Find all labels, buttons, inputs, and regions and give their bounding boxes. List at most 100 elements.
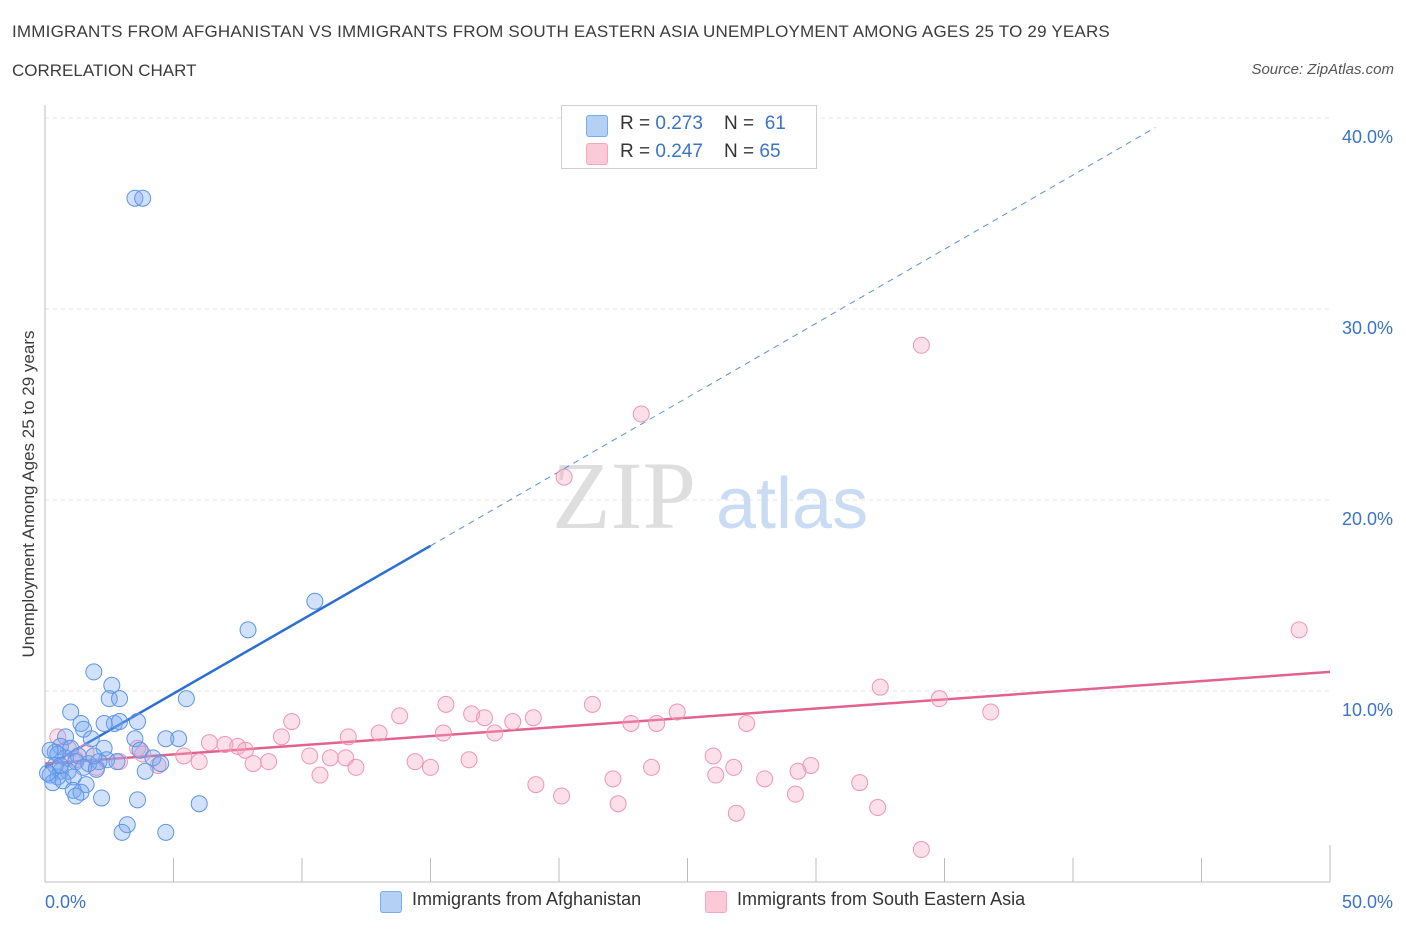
- point-afghanistan: [64, 768, 82, 786]
- bottom-legend-swatch-pink: [705, 891, 727, 913]
- point-se-asia: [609, 795, 627, 813]
- point-afghanistan: [85, 747, 103, 765]
- point-se-asia: [301, 747, 319, 765]
- source-credit: Source: ZipAtlas.com: [1251, 61, 1394, 78]
- point-afghanistan: [108, 753, 126, 771]
- point-se-asia: [622, 714, 640, 732]
- point-se-asia: [707, 766, 725, 784]
- point-se-asia: [260, 753, 278, 771]
- point-afghanistan: [152, 755, 170, 773]
- trend-line-afghanistan-dashed: [430, 127, 1156, 547]
- point-se-asia: [632, 405, 650, 423]
- watermark-atlas: atlas: [716, 464, 868, 544]
- bottom-legend-label: Immigrants from South Eastern Asia: [737, 889, 1026, 909]
- y-tick-label: 40.0%: [1342, 127, 1393, 147]
- y-tick-label: 20.0%: [1342, 509, 1393, 529]
- point-se-asia: [463, 705, 481, 723]
- point-afghanistan: [190, 795, 208, 813]
- point-se-asia: [912, 336, 930, 354]
- point-se-asia: [982, 703, 1000, 721]
- point-afghanistan: [62, 703, 80, 721]
- point-afghanistan: [157, 823, 175, 841]
- point-afghanistan: [239, 621, 257, 639]
- point-afghanistan: [113, 823, 131, 841]
- legend-r-value: 0.247: [655, 141, 703, 162]
- legend-r-label: R =: [620, 141, 656, 162]
- axes: [44, 105, 1331, 883]
- point-se-asia: [524, 709, 542, 727]
- point-se-asia: [283, 713, 301, 731]
- point-afghanistan: [44, 774, 62, 792]
- point-afghanistan: [103, 676, 121, 694]
- point-se-asia: [391, 707, 409, 725]
- point-se-asia: [553, 787, 571, 805]
- y-tick-label: 30.0%: [1342, 318, 1393, 338]
- watermark-zip: ZIP: [552, 442, 696, 549]
- point-afghanistan: [95, 714, 113, 732]
- trend-line-afghanistan: [44, 544, 432, 769]
- point-se-asia: [190, 753, 208, 771]
- point-se-asia: [311, 766, 329, 784]
- point-se-asia: [347, 758, 365, 776]
- legend-n-value: 61: [764, 113, 786, 134]
- point-afghanistan: [41, 741, 59, 759]
- point-se-asia: [869, 799, 887, 817]
- point-afghanistan: [87, 760, 105, 778]
- point-afghanistan: [136, 762, 154, 780]
- point-afghanistan: [177, 690, 195, 708]
- legend-r-label: R =: [620, 113, 656, 134]
- point-se-asia: [648, 714, 666, 732]
- point-se-asia: [930, 690, 948, 708]
- point-afghanistan: [39, 764, 57, 782]
- point-se-asia: [555, 468, 573, 486]
- point-se-asia: [727, 804, 745, 822]
- point-se-asia: [527, 776, 545, 794]
- legend-swatch-pink: [586, 143, 608, 165]
- point-se-asia: [406, 753, 424, 771]
- legend-n-label: N =: [724, 141, 760, 162]
- point-afghanistan: [134, 189, 152, 207]
- point-afghanistan: [67, 787, 85, 805]
- legend-n-label: N =: [724, 113, 760, 134]
- point-se-asia: [370, 724, 388, 742]
- point-se-asia: [738, 714, 756, 732]
- trend-line-se-asia: [44, 670, 1331, 765]
- point-se-asia: [437, 695, 455, 713]
- point-afghanistan: [306, 592, 324, 610]
- point-se-asia: [871, 678, 889, 696]
- chart-subtitle: CORRELATION CHART: [12, 61, 197, 80]
- legend-n-value: 65: [759, 141, 781, 162]
- point-afghanistan: [131, 741, 149, 759]
- point-se-asia: [643, 758, 661, 776]
- x-tick-label: 50.0%: [1342, 892, 1393, 912]
- y-tick-label: 10.0%: [1342, 700, 1393, 720]
- point-se-asia: [604, 770, 622, 788]
- point-se-asia: [460, 751, 478, 769]
- point-se-asia: [504, 713, 522, 731]
- point-se-asia: [434, 724, 452, 742]
- legend-r-value: 0.273: [655, 113, 703, 134]
- legend: R = 0.273 N = 61 R = 0.247 N = 65: [561, 105, 817, 169]
- point-se-asia: [175, 747, 193, 765]
- watermark: ZIP atlas: [552, 442, 868, 549]
- chart-title: IMMIGRANTS FROM AFGHANISTAN VS IMMIGRANT…: [12, 22, 1110, 41]
- point-se-asia: [851, 774, 869, 792]
- point-se-asia: [786, 785, 804, 803]
- point-se-asia: [236, 741, 254, 759]
- point-afghanistan: [85, 663, 103, 681]
- point-se-asia: [244, 755, 262, 773]
- point-se-asia: [756, 770, 774, 788]
- point-afghanistan: [51, 756, 69, 774]
- point-afghanistan: [111, 690, 129, 708]
- point-afghanistan: [82, 730, 100, 748]
- point-se-asia: [422, 758, 439, 776]
- point-se-asia: [321, 749, 339, 767]
- point-afghanistan: [129, 713, 147, 731]
- point-se-asia: [725, 758, 743, 776]
- point-afghanistan: [157, 730, 175, 748]
- bottom-legend-label: Immigrants from Afghanistan: [412, 889, 642, 909]
- point-afghanistan: [170, 730, 188, 748]
- point-se-asia: [486, 724, 504, 742]
- point-se-asia: [339, 728, 357, 746]
- point-se-asia: [272, 728, 290, 746]
